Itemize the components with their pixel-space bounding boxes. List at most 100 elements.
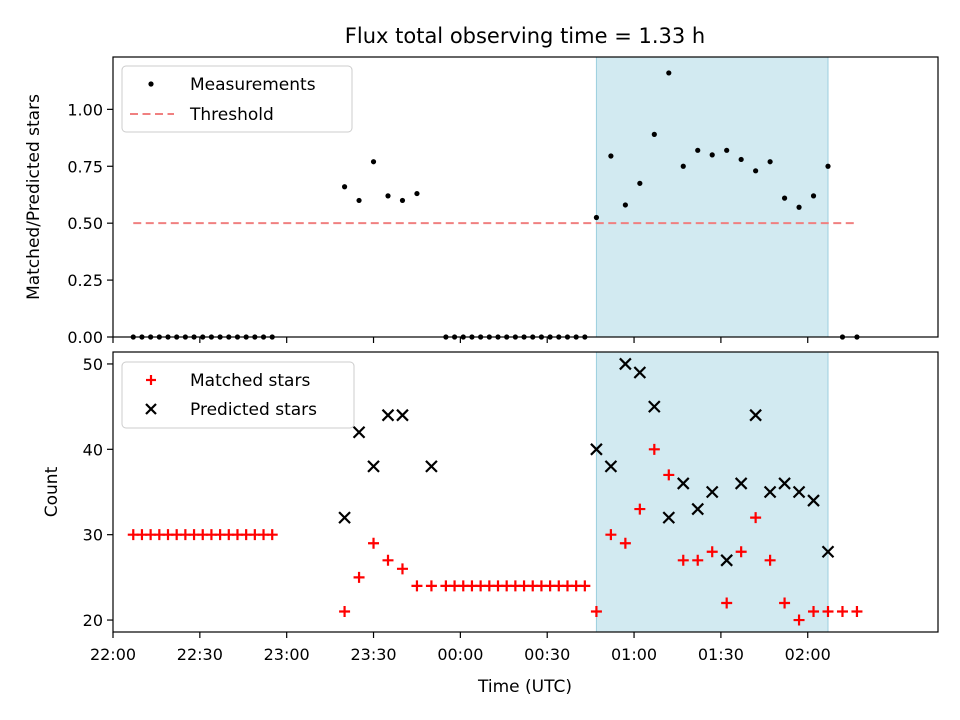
- measurement-point: [341, 184, 348, 190]
- y-tick-label: 20: [83, 611, 103, 630]
- predicted-star-point: [705, 485, 719, 499]
- measurement-point: [622, 202, 628, 208]
- predicted-star-point: [662, 511, 676, 524]
- matched-star-point: [721, 597, 733, 609]
- matched-star-point: [579, 580, 591, 592]
- matched-star-point: [836, 606, 848, 618]
- predicted-star-point: [778, 477, 791, 490]
- measurement-point: [370, 159, 377, 165]
- matched-star-point: [735, 546, 747, 558]
- matched-star-point: [808, 606, 820, 618]
- measurement-point: [753, 168, 759, 174]
- matched-star-point: [619, 537, 631, 549]
- top-observing-span: [595, 56, 829, 338]
- top-y-axis-label: Matched/Predicted stars: [24, 94, 44, 300]
- x-tick-label: 22:00: [90, 645, 136, 664]
- y-tick-label: 0.00: [67, 328, 103, 347]
- x-tick-label: 23:30: [350, 645, 396, 664]
- measurement-point: [810, 193, 817, 199]
- matched-star-point: [793, 614, 805, 626]
- measurement-point: [695, 147, 701, 153]
- x-tick-label: 00:30: [524, 645, 570, 664]
- bottom-y-axis-label: Count: [42, 466, 62, 517]
- matched-star-point: [634, 503, 646, 515]
- measurement-point: [709, 152, 715, 158]
- matched-star-point: [822, 606, 834, 618]
- matched-star-point: [706, 546, 718, 558]
- bottom-axes-frame: [112, 351, 939, 633]
- predicted-star-point: [381, 408, 395, 422]
- bottom-x-ticks: 22:00 22:30 23:00 23:30 00:00 00:30 01:00 01:30…: [90, 632, 831, 664]
- measurement-point: [385, 193, 391, 199]
- measurement-point: [356, 197, 362, 204]
- measurement-point: [825, 163, 831, 169]
- bottom-legend: Matched stars Predicted stars: [121, 361, 355, 429]
- matched-star-point: [396, 563, 408, 575]
- bottom-panel: 20 30 40 50 22:00 22:30 23:00 23:30 00:00 00:30 0…: [42, 351, 939, 697]
- legend-matched-marker: [146, 375, 156, 385]
- legend-threshold-label: Threshold: [189, 105, 274, 125]
- legend-matched-label: Matched stars: [190, 371, 310, 391]
- measurement-point: [637, 180, 643, 186]
- matched-star-points: [127, 443, 863, 626]
- matched-star-point: [368, 537, 380, 549]
- predicted-star-point: [691, 502, 705, 516]
- measurement-point: [414, 190, 420, 197]
- x-tick-label: 00:00: [437, 645, 483, 664]
- measurement-point: [767, 159, 773, 165]
- matched-star-point: [353, 571, 365, 583]
- predicted-star-point: [619, 357, 632, 371]
- legend-measurements-marker: [148, 81, 154, 87]
- predicted-star-point: [648, 400, 661, 413]
- legend-predicted-label: Predicted stars: [190, 400, 317, 420]
- predicted-star-point: [676, 477, 690, 490]
- predicted-star-point: [821, 545, 835, 559]
- matched-star-point: [411, 580, 423, 592]
- chart-title: Flux total observing time = 1.33 h: [345, 24, 705, 48]
- predicted-star-point: [352, 425, 366, 439]
- predicted-star-point: [604, 460, 618, 473]
- matched-star-point: [677, 554, 689, 566]
- top-legend-box: [121, 65, 353, 133]
- x-tick-label: 23:00: [264, 645, 310, 664]
- bottom-y-ticks: 20 30 40 50: [83, 355, 113, 630]
- legend-predicted-marker: [145, 403, 157, 415]
- y-tick-label: 1.00: [67, 100, 103, 119]
- y-tick-label: 30: [83, 526, 103, 545]
- legend-measurements-label: Measurements: [190, 75, 316, 95]
- predicted-star-point: [792, 485, 806, 499]
- x-tick-label: 02:00: [785, 645, 831, 664]
- measurement-point: [608, 153, 614, 159]
- y-tick-label: 0.75: [67, 157, 103, 176]
- predicted-star-point: [807, 494, 820, 507]
- predicted-star-point: [749, 408, 762, 422]
- matched-star-point: [266, 529, 278, 541]
- predicted-star-point: [734, 477, 748, 490]
- measurement-point: [724, 147, 730, 153]
- top-y-ticks: 0.00 0.25 0.50 0.75 1.00: [67, 100, 113, 347]
- measurement-point: [593, 214, 600, 221]
- measurement-point: [651, 131, 657, 137]
- predicted-star-point: [590, 443, 603, 456]
- predicted-star-point: [396, 408, 409, 422]
- bottom-legend-box: [121, 361, 355, 429]
- measurement-point: [796, 204, 802, 210]
- matched-star-point: [382, 554, 394, 566]
- predicted-star-point: [367, 460, 380, 473]
- matched-star-point: [851, 606, 863, 618]
- measurement-point: [666, 70, 672, 76]
- predicted-star-points: [338, 357, 835, 567]
- matched-star-point: [750, 512, 762, 524]
- predicted-star-point: [425, 460, 438, 473]
- matched-star-point: [663, 469, 675, 481]
- top-axes-frame: [112, 56, 939, 338]
- x-tick-label: 22:30: [177, 645, 223, 664]
- matched-star-point: [425, 580, 437, 592]
- x-axis-label: Time (UTC): [477, 677, 572, 697]
- x-tick-label: 01:30: [698, 645, 744, 664]
- top-legend: Measurements Threshold: [121, 65, 353, 133]
- y-tick-label: 50: [83, 355, 103, 374]
- x-tick-label: 01:00: [611, 645, 657, 664]
- top-x-ticks: [112, 337, 809, 343]
